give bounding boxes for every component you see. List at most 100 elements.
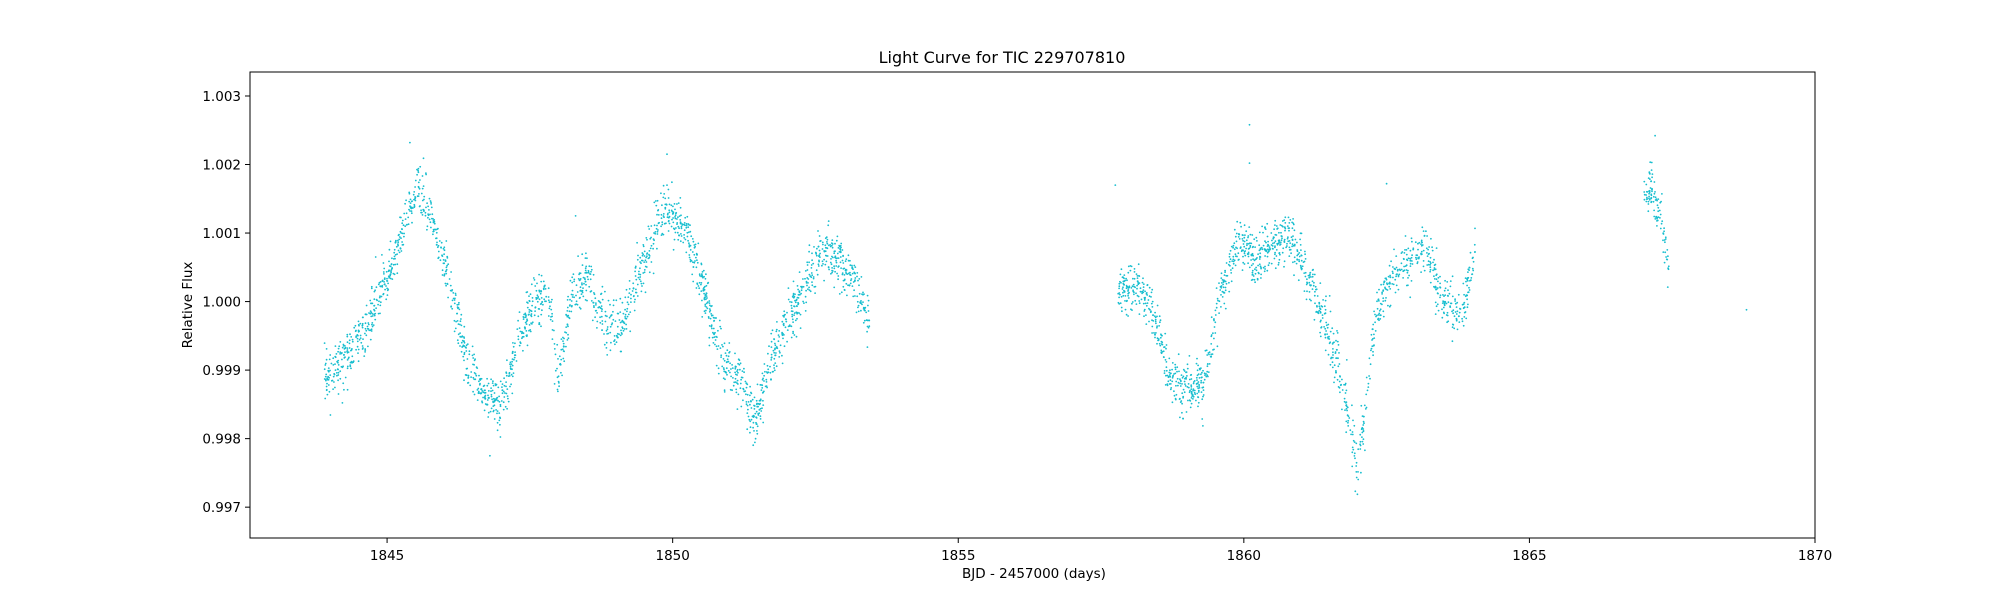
data-point xyxy=(746,428,749,431)
data-point xyxy=(615,341,618,344)
data-point xyxy=(1308,281,1311,284)
data-point xyxy=(601,298,604,301)
data-point xyxy=(398,238,401,241)
data-point xyxy=(862,321,865,324)
data-point xyxy=(1386,289,1389,291)
data-point xyxy=(409,198,412,201)
data-point xyxy=(720,354,723,357)
data-point xyxy=(1378,309,1381,312)
data-point xyxy=(1117,292,1120,295)
data-point xyxy=(700,283,702,286)
data-point xyxy=(1202,394,1205,396)
data-point xyxy=(849,282,852,285)
data-point xyxy=(460,350,463,353)
data-point xyxy=(554,353,557,356)
data-point xyxy=(621,301,624,304)
data-point xyxy=(615,334,618,337)
data-point xyxy=(409,202,412,205)
data-point xyxy=(548,301,551,304)
data-point xyxy=(463,341,466,344)
data-point xyxy=(686,235,689,238)
data-point xyxy=(364,327,367,330)
data-point xyxy=(1353,441,1356,443)
data-point xyxy=(499,423,501,426)
data-point xyxy=(725,354,728,357)
data-point xyxy=(660,213,663,216)
data-point xyxy=(653,224,656,227)
data-point xyxy=(1185,411,1188,413)
data-point xyxy=(791,313,794,316)
data-point xyxy=(1173,394,1176,397)
data-point xyxy=(1352,448,1355,451)
data-point xyxy=(346,349,349,351)
data-point xyxy=(1330,357,1332,360)
data-point xyxy=(409,210,411,212)
data-point xyxy=(1442,300,1444,302)
data-point xyxy=(1189,389,1191,392)
data-point xyxy=(685,251,688,254)
data-point xyxy=(337,374,340,376)
x-axis-label: BJD - 2457000 (days) xyxy=(962,566,1106,582)
data-point xyxy=(1163,372,1166,374)
data-point xyxy=(1252,258,1254,261)
data-point xyxy=(1241,238,1244,240)
data-point xyxy=(476,389,479,391)
data-point xyxy=(1464,277,1467,279)
data-point xyxy=(604,314,607,317)
data-point xyxy=(703,297,706,300)
data-point xyxy=(581,264,584,266)
data-point xyxy=(693,244,696,246)
data-point xyxy=(670,204,673,207)
data-point xyxy=(1135,273,1138,275)
data-point xyxy=(1259,265,1262,268)
data-point xyxy=(567,333,569,336)
data-point xyxy=(692,240,695,243)
data-point xyxy=(1454,300,1456,302)
data-point xyxy=(398,236,401,238)
data-point xyxy=(399,247,402,250)
data-point xyxy=(687,226,690,229)
data-point xyxy=(1264,265,1266,268)
data-point xyxy=(789,301,791,303)
data-point xyxy=(682,241,685,244)
data-point xyxy=(410,206,413,209)
data-point xyxy=(1201,371,1203,374)
data-point xyxy=(1345,389,1348,392)
data-point xyxy=(688,254,691,256)
data-point xyxy=(491,398,493,401)
data-point xyxy=(436,246,439,249)
data-point xyxy=(660,192,662,195)
data-point xyxy=(1186,363,1189,366)
data-point xyxy=(639,267,641,270)
data-point xyxy=(1175,384,1177,387)
data-point xyxy=(517,338,520,341)
data-point xyxy=(825,260,828,263)
data-point xyxy=(1258,231,1261,234)
data-point xyxy=(495,409,497,411)
data-point xyxy=(500,400,503,402)
data-point xyxy=(704,296,707,298)
data-point xyxy=(346,359,349,361)
data-point xyxy=(705,309,707,312)
data-point xyxy=(540,280,543,283)
data-point xyxy=(323,342,326,344)
data-point xyxy=(1251,234,1254,236)
data-point xyxy=(566,310,569,312)
data-point xyxy=(1333,341,1335,344)
data-point xyxy=(1164,384,1167,386)
data-point xyxy=(1136,284,1138,287)
data-point xyxy=(1296,254,1299,257)
data-point xyxy=(1355,476,1358,479)
data-point xyxy=(1420,271,1422,273)
data-point xyxy=(1194,393,1197,396)
data-point xyxy=(325,358,328,361)
data-point xyxy=(1233,259,1236,262)
data-point xyxy=(1293,256,1296,259)
data-point xyxy=(526,344,529,347)
data-point xyxy=(1280,231,1282,234)
data-point xyxy=(1294,238,1297,241)
data-point xyxy=(1345,359,1348,361)
data-point xyxy=(1343,400,1346,403)
data-point xyxy=(1288,222,1291,224)
data-point xyxy=(599,321,602,324)
